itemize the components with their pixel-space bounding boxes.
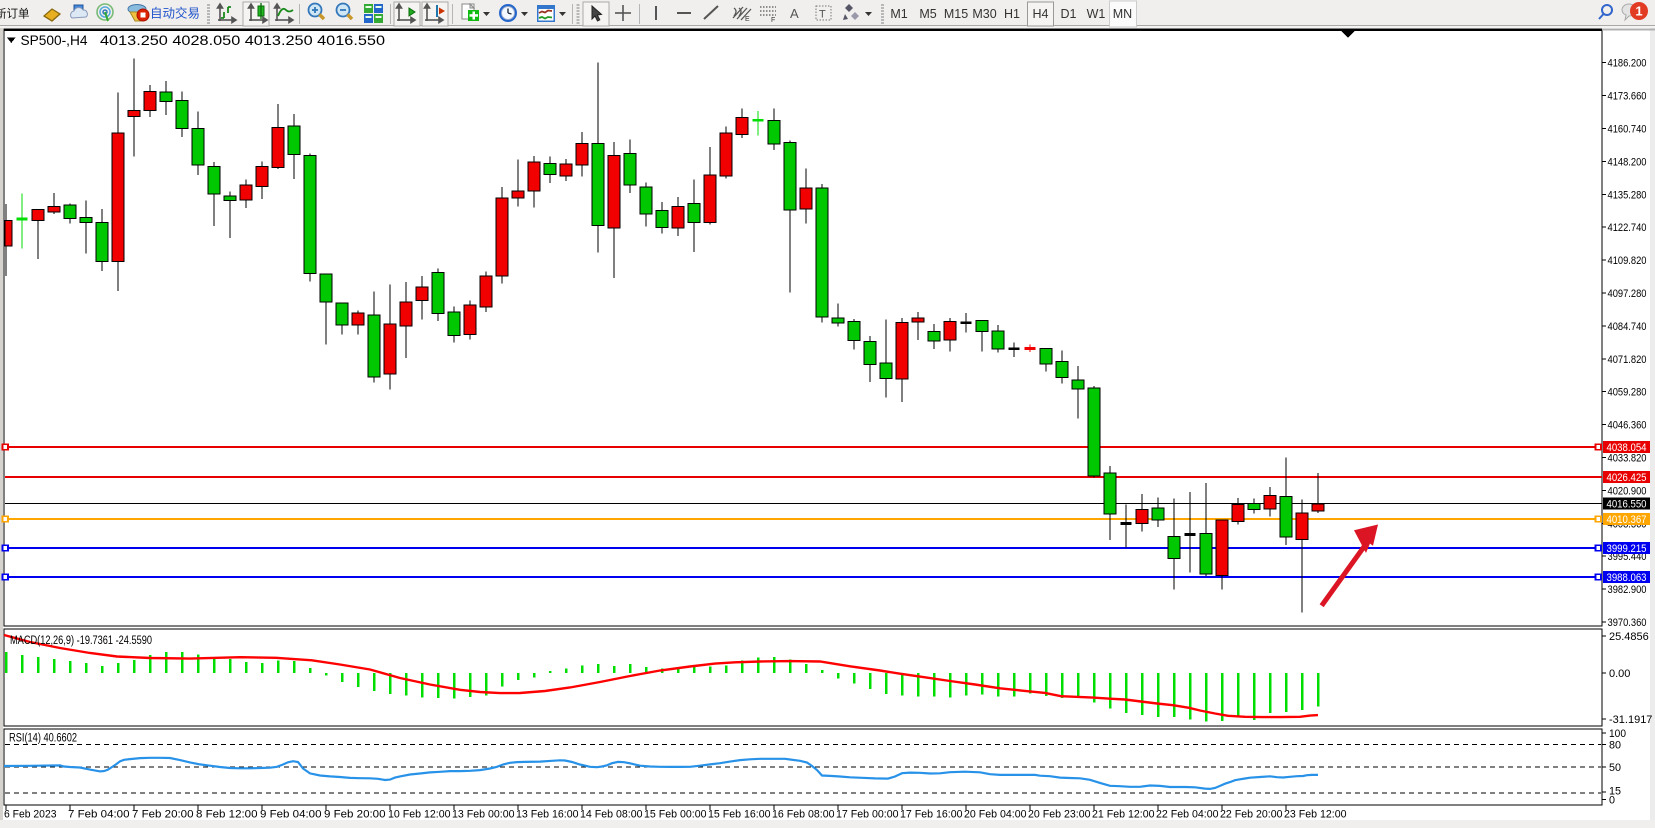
svg-text:7 Feb 20:00: 7 Feb 20:00 <box>132 809 194 821</box>
svg-text:4160.740: 4160.740 <box>1608 124 1647 136</box>
svg-text:4046.360: 4046.360 <box>1608 420 1647 432</box>
svg-text:4084.740: 4084.740 <box>1608 321 1647 333</box>
svg-text:15: 15 <box>1609 786 1621 798</box>
svg-text:T: T <box>819 9 826 21</box>
svg-text:15 Feb 00:00: 15 Feb 00:00 <box>644 809 707 821</box>
svg-text:4135.280: 4135.280 <box>1608 189 1647 201</box>
svg-text:H1: H1 <box>1004 7 1020 21</box>
svg-text:A: A <box>790 6 799 21</box>
svg-text:M5: M5 <box>919 7 936 21</box>
svg-text:M1: M1 <box>890 7 907 21</box>
svg-text:20 Feb 23:00: 20 Feb 23:00 <box>1028 809 1091 821</box>
svg-text:7 Feb 04:00: 7 Feb 04:00 <box>68 809 130 821</box>
svg-text:E: E <box>745 16 750 23</box>
svg-text:4059.280: 4059.280 <box>1608 387 1647 399</box>
svg-text:6 Feb 2023: 6 Feb 2023 <box>4 809 57 821</box>
svg-text:4038.054: 4038.054 <box>1607 442 1647 454</box>
svg-text:4097.280: 4097.280 <box>1608 288 1647 300</box>
svg-text:MN: MN <box>1113 7 1132 21</box>
svg-text:4020.900: 4020.900 <box>1608 485 1647 497</box>
svg-text:-31.1917: -31.1917 <box>1609 714 1652 726</box>
svg-text:1: 1 <box>1635 4 1642 19</box>
svg-text:50: 50 <box>1609 762 1621 774</box>
svg-text:4016.550: 4016.550 <box>1607 499 1647 511</box>
svg-text:3970.360: 3970.360 <box>1608 617 1647 629</box>
svg-text:4071.820: 4071.820 <box>1608 354 1647 366</box>
svg-text:4026.425: 4026.425 <box>1607 472 1647 484</box>
svg-text:100: 100 <box>1609 728 1626 740</box>
svg-text:MACD(12,26,9) -19.7361 -24.559: MACD(12,26,9) -19.7361 -24.5590 <box>10 635 152 647</box>
svg-text:17 Feb 00:00: 17 Feb 00:00 <box>836 809 899 821</box>
svg-text:3988.063: 3988.063 <box>1607 572 1647 584</box>
svg-text:9 Feb 20:00: 9 Feb 20:00 <box>324 809 386 821</box>
svg-text:SP500-,H4: SP500-,H4 <box>21 33 88 48</box>
svg-text:F: F <box>771 17 775 24</box>
svg-text:4173.660: 4173.660 <box>1608 91 1647 103</box>
svg-text:3999.215: 3999.215 <box>1607 543 1647 555</box>
svg-text:4033.820: 4033.820 <box>1608 453 1647 465</box>
svg-text:25.4856: 25.4856 <box>1609 631 1649 643</box>
svg-text:17 Feb 16:00: 17 Feb 16:00 <box>900 809 963 821</box>
svg-text:D1: D1 <box>1061 7 1077 21</box>
svg-text:23 Feb 12:00: 23 Feb 12:00 <box>1284 809 1347 821</box>
svg-text:20 Feb 04:00: 20 Feb 04:00 <box>964 809 1027 821</box>
svg-text:13 Feb 00:00: 13 Feb 00:00 <box>452 809 515 821</box>
svg-text:M15: M15 <box>944 7 968 21</box>
svg-text:自动交易: 自动交易 <box>150 6 200 21</box>
svg-text:新订单: 新订单 <box>0 7 30 21</box>
svg-text:0.00: 0.00 <box>1609 668 1630 680</box>
svg-text:3995.440: 3995.440 <box>1608 551 1647 563</box>
svg-text:16 Feb 08:00: 16 Feb 08:00 <box>772 809 835 821</box>
svg-text:3982.900: 3982.900 <box>1608 584 1647 596</box>
svg-text:M30: M30 <box>972 7 996 21</box>
svg-text:10 Feb 12:00: 10 Feb 12:00 <box>388 809 451 821</box>
svg-text:H4: H4 <box>1033 7 1049 21</box>
svg-text:15 Feb 16:00: 15 Feb 16:00 <box>708 809 771 821</box>
svg-text:4013.250 4028.050 4013.250 401: 4013.250 4028.050 4013.250 4016.550 <box>100 33 385 48</box>
svg-text:W1: W1 <box>1087 7 1106 21</box>
svg-text:4186.200: 4186.200 <box>1608 58 1647 70</box>
svg-text:22 Feb 20:00: 22 Feb 20:00 <box>1220 809 1283 821</box>
svg-text:80: 80 <box>1609 740 1621 752</box>
svg-text:14 Feb 08:00: 14 Feb 08:00 <box>580 809 643 821</box>
svg-text:4109.820: 4109.820 <box>1608 255 1647 267</box>
svg-text:4148.200: 4148.200 <box>1608 156 1647 168</box>
svg-text:13 Feb 16:00: 13 Feb 16:00 <box>516 809 579 821</box>
svg-text:0: 0 <box>1609 795 1615 807</box>
svg-text:22 Feb 04:00: 22 Feb 04:00 <box>1156 809 1219 821</box>
svg-text:4010.367: 4010.367 <box>1607 514 1647 526</box>
svg-text:4122.740: 4122.740 <box>1608 222 1647 234</box>
svg-text:9 Feb 04:00: 9 Feb 04:00 <box>260 809 322 821</box>
svg-text:8 Feb 12:00: 8 Feb 12:00 <box>196 809 258 821</box>
svg-text:21 Feb 12:00: 21 Feb 12:00 <box>1092 809 1155 821</box>
svg-text:RSI(14) 40.6602: RSI(14) 40.6602 <box>9 733 77 745</box>
